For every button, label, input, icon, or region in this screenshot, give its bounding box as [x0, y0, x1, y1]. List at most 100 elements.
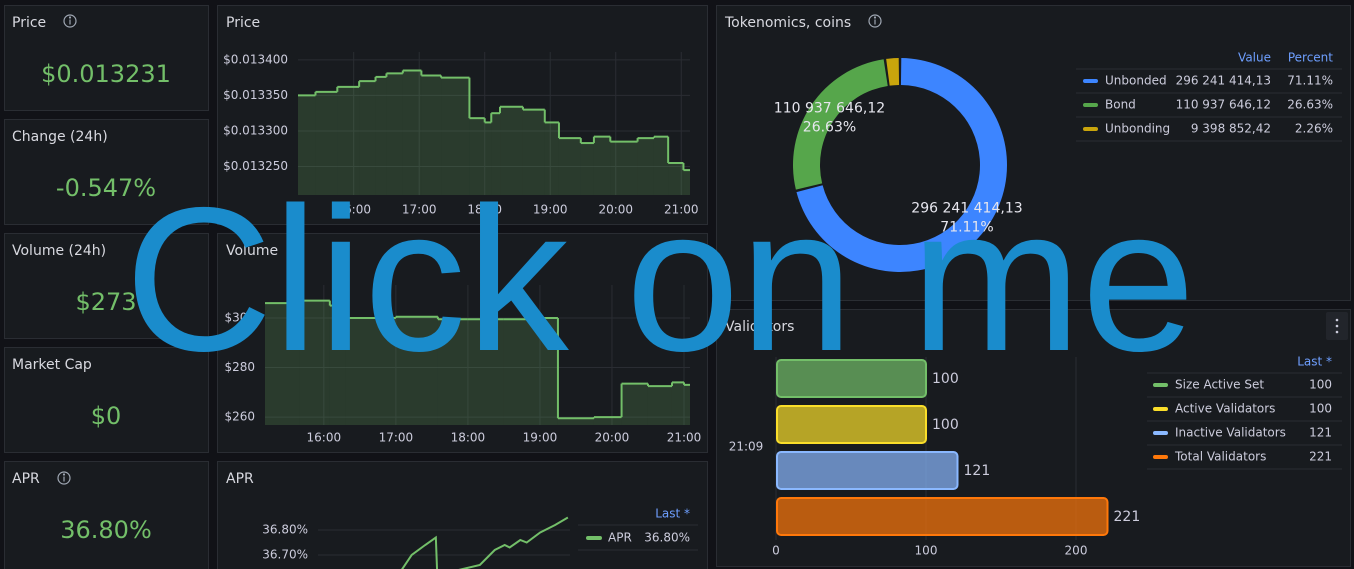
line: [401, 516, 569, 569]
x-tick-label: 16:00: [307, 431, 342, 445]
y-tick-label: 36.70%: [262, 548, 308, 562]
area-step: [558, 138, 581, 195]
legend-label: Bond: [1105, 98, 1136, 112]
legend-label: Unbonding: [1105, 122, 1170, 136]
panel-title: Tokenomics, coins: [724, 15, 851, 31]
area-step: [421, 75, 442, 195]
bar: [776, 359, 927, 398]
area-step: [375, 76, 387, 195]
legend-value: 121: [1309, 426, 1332, 440]
legend-percent: 26.63%: [1287, 98, 1333, 112]
legend-value: 100: [1309, 378, 1332, 392]
x-tick-label: 100: [915, 544, 938, 558]
panel-title: APR: [226, 471, 254, 487]
x-tick-label: 16:00: [336, 203, 371, 217]
bar: [776, 497, 1109, 536]
info-icon[interactable]: [57, 471, 71, 485]
plot: [401, 516, 569, 569]
area-step: [265, 303, 300, 425]
info-icon[interactable]: [63, 14, 77, 28]
legend-label: Unbonded: [1105, 74, 1167, 88]
area-step: [491, 113, 501, 195]
area-step: [345, 317, 396, 425]
area-step: [402, 70, 422, 195]
area-step: [315, 91, 338, 195]
x-tick-label: 200: [1065, 544, 1088, 558]
area-step: [386, 73, 403, 195]
legend-percent: 2.26%: [1295, 122, 1333, 136]
area-step: [298, 95, 316, 195]
area-step: [621, 383, 648, 425]
legend-value: 296 241 414,13: [1176, 74, 1271, 88]
slice-percent-label: 26.63%: [803, 120, 856, 136]
x-tick-label: 0: [772, 544, 780, 558]
y-tick-label: $0.013400: [223, 52, 288, 66]
y-tick-label: $0.013300: [223, 123, 288, 137]
area-step: [503, 319, 540, 425]
x-tick-label: 19:00: [533, 203, 568, 217]
area-step: [299, 300, 330, 425]
area-step: [469, 118, 485, 195]
stat-value: $0.013231: [41, 60, 171, 88]
stat-title: Price: [12, 15, 46, 31]
bar: [776, 451, 959, 490]
panel: [716, 5, 1351, 301]
area-step: [647, 386, 672, 425]
area-step: [467, 319, 504, 425]
legend-value: 221: [1309, 450, 1332, 464]
stat-title: Change (24h): [12, 129, 108, 145]
area-step: [683, 170, 690, 195]
legend-label: Total Validators: [1174, 450, 1266, 464]
x-tick-label: 20:00: [598, 203, 633, 217]
x-tick-label: 20:00: [595, 431, 630, 445]
stat-value: -0.547%: [56, 174, 156, 202]
bar-value-label: 100: [932, 417, 959, 433]
y-tick-label: 21:09: [729, 440, 764, 454]
x-tick-label: 21:00: [667, 431, 702, 445]
area-step: [539, 317, 558, 425]
area-step: [671, 382, 684, 425]
y-tick-label: $260: [224, 410, 255, 424]
info-icon[interactable]: [868, 14, 882, 28]
legend-header: Last *: [655, 507, 690, 521]
panel-menu[interactable]: [1326, 312, 1348, 340]
legend-label: APR: [608, 531, 632, 545]
legend-header: Last *: [1297, 355, 1332, 369]
legend-percent: 71.11%: [1287, 74, 1333, 88]
panel: [4, 233, 209, 339]
panel: [4, 119, 209, 225]
panel: [4, 347, 209, 453]
legend-label: Size Active Set: [1175, 378, 1264, 392]
panel: [217, 233, 708, 453]
y-tick-label: $0.013250: [223, 159, 288, 173]
area-step: [441, 77, 470, 195]
stat-title: Market Cap: [12, 357, 92, 373]
area-step: [683, 384, 690, 425]
legend-value: 36.80%: [644, 531, 690, 545]
stat-value: $273: [75, 288, 136, 316]
y-tick-label: $280: [224, 360, 255, 374]
legend-header: Value: [1238, 51, 1271, 65]
click-overlay[interactable]: Click on me: [125, 165, 1196, 394]
bar: [776, 405, 927, 444]
legend-value: 9 398 852,42: [1191, 122, 1271, 136]
area-step: [557, 418, 594, 425]
area-step: [593, 417, 622, 425]
legend-value: 110 937 646,12: [1176, 98, 1271, 112]
panel: [217, 5, 708, 225]
stat-title: Volume (24h): [12, 243, 106, 259]
legend-value: 100: [1309, 402, 1332, 416]
panel-title: Price: [226, 15, 260, 31]
area-step: [500, 106, 523, 195]
plot: [265, 299, 690, 425]
y-tick-label: $0.013350: [223, 88, 288, 102]
x-tick-label: 18:00: [467, 203, 502, 217]
legend-label: Active Validators: [1175, 402, 1275, 416]
x-tick-label: 17:00: [379, 431, 414, 445]
panel: [4, 5, 209, 111]
bar-value-label: 221: [1114, 509, 1141, 525]
area-step: [653, 136, 669, 195]
legend-label: Inactive Validators: [1175, 426, 1286, 440]
area-step: [359, 81, 376, 195]
